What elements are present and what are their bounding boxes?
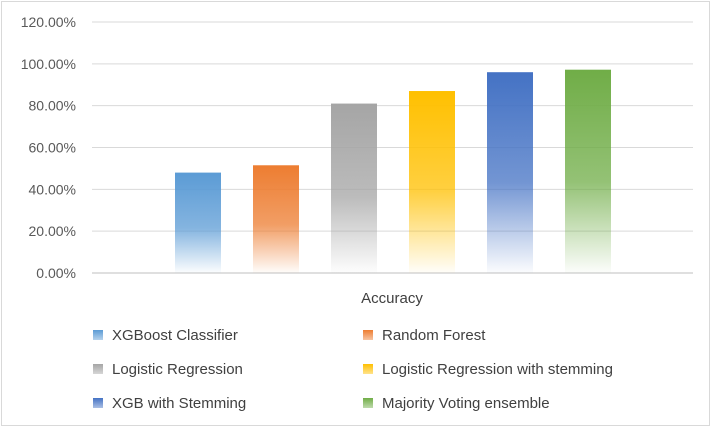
legend: XGBoost Classifier Random Forest Logistic … (93, 327, 613, 412)
y-tick-label: 0.00% (36, 265, 76, 281)
y-tick-label: 100.00% (21, 56, 76, 72)
legend-label: Logistic Regression (112, 361, 243, 378)
legend-swatch (93, 398, 103, 408)
bar-logistic-regression (331, 103, 377, 273)
y-tick-label: 20.00% (29, 223, 76, 239)
x-category-label: Accuracy (361, 290, 423, 307)
legend-swatch (93, 364, 103, 374)
bar-logistic-regression-with-stemming (409, 91, 455, 274)
legend-label: Logistic Regression with stemming (382, 361, 613, 378)
bar-random-forest (253, 165, 299, 273)
x-axis: Accuracy (361, 290, 423, 307)
y-axis: 0.00% 20.00% 40.00% 60.00% 80.00% 100.00% 120.… (21, 14, 76, 281)
y-tick-label: 60.00% (29, 140, 76, 156)
y-tick-label: 120.00% (21, 14, 76, 30)
bar-xgboost-classifier (175, 172, 221, 273)
y-tick-label: 40.00% (29, 181, 76, 197)
bars (175, 69, 611, 274)
legend-label: Majority Voting ensemble (382, 395, 550, 412)
y-tick-label: 80.00% (29, 98, 76, 114)
legend-swatch (363, 398, 373, 408)
legend-swatch (93, 330, 103, 340)
bar-majority-voting-ensemble (565, 69, 611, 273)
legend-swatch (363, 330, 373, 340)
legend-label: XGBoost Classifier (112, 327, 238, 344)
legend-label: XGB with Stemming (112, 395, 246, 412)
bar-xgb-with-stemming (487, 72, 533, 273)
legend-label: Random Forest (382, 327, 486, 344)
legend-swatch (363, 364, 373, 374)
